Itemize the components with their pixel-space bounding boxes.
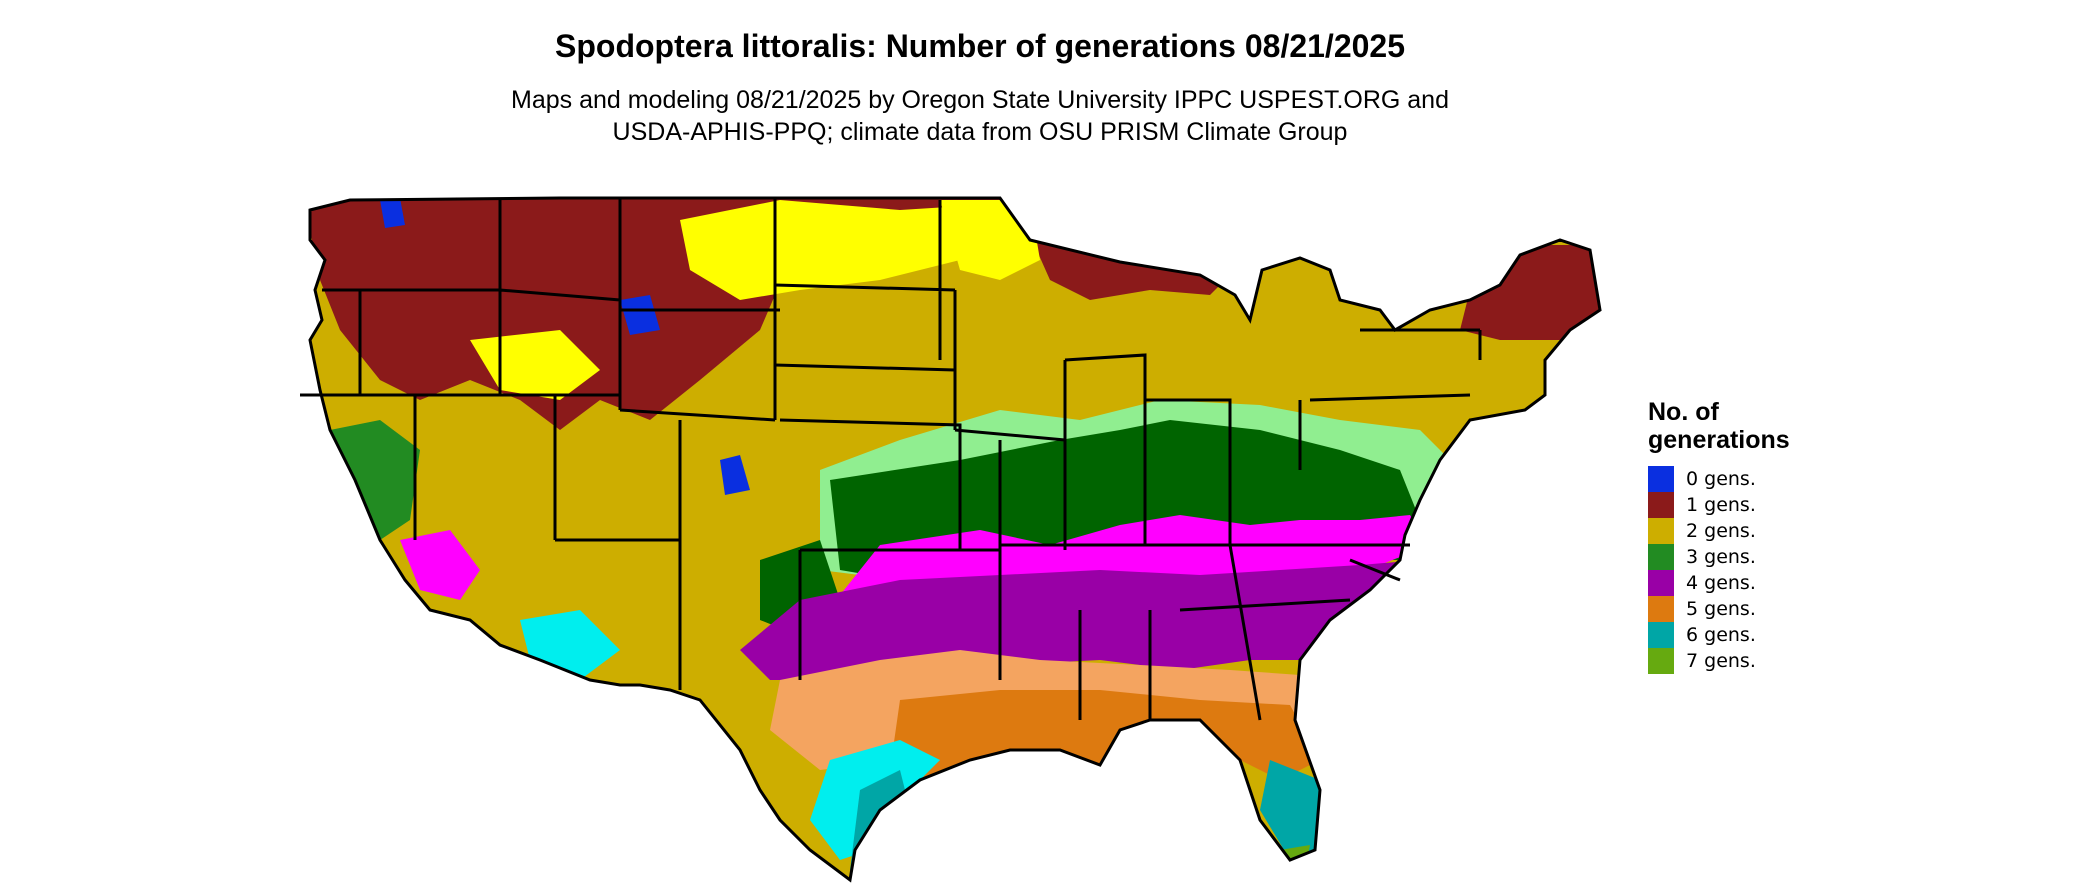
subtitle-line-2: USDA-APHIS-PPQ; climate data from OSU PR…: [612, 118, 1348, 146]
legend-label: 3 gens.: [1686, 546, 1756, 568]
legend-item: 6 gens.: [1648, 622, 1790, 648]
legend-item: 7 gens.: [1648, 648, 1790, 674]
legend-swatch: [1648, 596, 1674, 622]
legend-item: 0 gens.: [1648, 466, 1790, 492]
state-lines-east: [1000, 328, 1482, 721]
legend-item: 1 gens.: [1648, 492, 1790, 518]
us-generations-map: [300, 196, 1602, 883]
legend-title-line-1: No. of: [1648, 398, 1719, 426]
zone-gen6-florida: [1260, 760, 1320, 860]
legend-item: 2 gens.: [1648, 518, 1790, 544]
state-lines-central: [774, 200, 1067, 680]
legend-swatch: [1648, 622, 1674, 648]
country-outline: [308, 196, 1602, 883]
legend-swatch: [1648, 492, 1674, 518]
map-subtitle: Maps and modeling 08/21/2025 by Oregon S…: [0, 84, 1960, 148]
legend: No. of generations 0 gens. 1 gens. 2 gens.…: [1648, 398, 1790, 674]
zone-gen0-patch-2: [720, 455, 750, 495]
legend-item: 3 gens.: [1648, 544, 1790, 570]
legend-items: 0 gens. 1 gens. 2 gens. 3 gens. 4 gens. 5 gen…: [1648, 466, 1790, 674]
legend-item: 4 gens.: [1648, 570, 1790, 596]
subtitle-line-1: Maps and modeling 08/21/2025 by Oregon S…: [511, 86, 1449, 114]
legend-title-line-2: generations: [1648, 426, 1790, 454]
legend-swatch: [1648, 570, 1674, 596]
zone-gen0-patch-3: [380, 198, 405, 228]
legend-label: 4 gens.: [1686, 572, 1756, 594]
legend-swatch: [1648, 466, 1674, 492]
zone-gen4: [740, 560, 1430, 680]
legend-label: 2 gens.: [1686, 520, 1756, 542]
zone-gen3-west: [330, 420, 420, 540]
legend-label: 1 gens.: [1686, 494, 1756, 516]
zone-gen0-patch-1: [620, 295, 660, 335]
map-title: Spodoptera littoralis: Number of generat…: [555, 28, 1405, 64]
state-lines-west: [300, 198, 780, 690]
legend-label: 0 gens.: [1686, 468, 1756, 490]
legend-title: No. of generations: [1648, 398, 1790, 454]
legend-label: 6 gens.: [1686, 624, 1756, 646]
zone-gen1-northwest: [310, 198, 800, 430]
legend-swatch: [1648, 648, 1674, 674]
zone-gen2-bright-plains: [680, 200, 980, 300]
state-borders: [300, 196, 1602, 883]
legend-label: 7 gens.: [1686, 650, 1756, 672]
zone-gen4-west: [400, 530, 480, 600]
legend-swatch: [1648, 544, 1674, 570]
legend-item: 5 gens.: [1648, 596, 1790, 622]
legend-swatch: [1648, 518, 1674, 544]
legend-label: 5 gens.: [1686, 598, 1756, 620]
zone-gen2-bright-northwest: [470, 330, 600, 400]
